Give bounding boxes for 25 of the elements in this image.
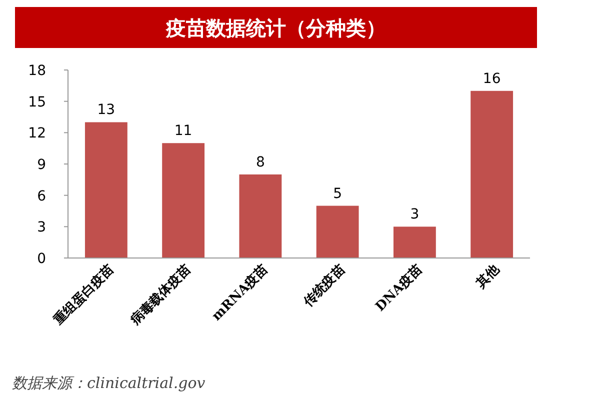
chart-title: 疫苗数据统计（分种类） [165,16,386,40]
y-tick-label: 18 [28,63,46,79]
bar [316,206,359,258]
bar [84,122,128,258]
bar [162,143,205,258]
bar [393,226,436,258]
y-tick-label: 0 [37,251,46,267]
source-note: 数据来源：clinicaltrial.gov [12,374,206,392]
x-tick-label: 其他 [472,262,504,292]
y-tick-label: 15 [28,94,46,110]
x-tick-label: 病毒载体疫苗 [126,262,194,329]
y-tick-label: 3 [37,220,46,236]
data-label: 13 [97,102,116,118]
data-label: 11 [174,123,192,140]
x-tick-label: 重组蛋白疫苗 [50,262,118,329]
bar [239,174,282,258]
data-label: 8 [256,154,265,170]
x-tick-label: 传统疫苗 [300,262,348,310]
bar [470,90,514,258]
data-label: 5 [333,186,342,202]
y-tick-label: 12 [28,126,46,142]
y-tick-label: 6 [37,188,46,204]
y-tick-label: 9 [37,157,46,173]
data-label: 3 [410,206,420,223]
data-label: 16 [482,70,501,87]
